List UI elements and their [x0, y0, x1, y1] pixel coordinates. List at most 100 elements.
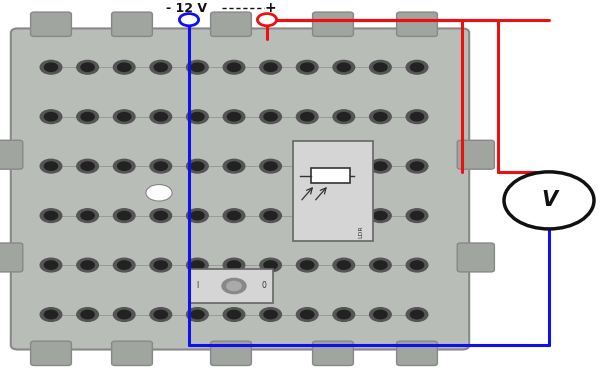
Circle shape [337, 113, 350, 121]
FancyBboxPatch shape [397, 341, 437, 365]
Circle shape [410, 113, 424, 121]
Circle shape [410, 211, 424, 220]
Circle shape [337, 63, 350, 72]
Circle shape [370, 110, 391, 124]
Circle shape [374, 162, 387, 170]
Circle shape [410, 162, 424, 170]
Circle shape [227, 310, 241, 319]
Circle shape [154, 211, 167, 220]
Circle shape [150, 308, 172, 321]
Circle shape [227, 162, 241, 170]
FancyBboxPatch shape [397, 12, 437, 36]
FancyBboxPatch shape [112, 341, 152, 365]
Circle shape [40, 110, 62, 124]
Circle shape [118, 63, 131, 72]
Circle shape [301, 113, 314, 121]
Circle shape [223, 159, 245, 173]
Circle shape [257, 14, 277, 26]
Circle shape [113, 61, 135, 74]
Circle shape [77, 209, 98, 223]
Circle shape [333, 110, 355, 124]
Circle shape [374, 261, 387, 269]
Circle shape [264, 310, 277, 319]
FancyBboxPatch shape [313, 12, 353, 36]
Circle shape [154, 261, 167, 269]
Circle shape [118, 261, 131, 269]
Circle shape [187, 209, 208, 223]
Circle shape [44, 63, 58, 72]
Circle shape [406, 110, 428, 124]
Circle shape [81, 162, 94, 170]
FancyBboxPatch shape [211, 12, 251, 36]
Circle shape [227, 63, 241, 72]
Circle shape [113, 159, 135, 173]
Circle shape [150, 209, 172, 223]
Circle shape [223, 209, 245, 223]
Circle shape [40, 159, 62, 173]
Circle shape [260, 159, 281, 173]
FancyBboxPatch shape [211, 341, 251, 365]
Circle shape [374, 310, 387, 319]
FancyBboxPatch shape [457, 243, 494, 272]
Circle shape [370, 61, 391, 74]
Circle shape [40, 209, 62, 223]
FancyBboxPatch shape [31, 341, 71, 365]
Circle shape [264, 63, 277, 72]
Circle shape [150, 258, 172, 272]
Circle shape [301, 63, 314, 72]
Circle shape [223, 61, 245, 74]
Circle shape [150, 159, 172, 173]
Circle shape [264, 162, 277, 170]
Circle shape [333, 159, 355, 173]
Circle shape [264, 113, 277, 121]
Circle shape [227, 261, 241, 269]
Circle shape [44, 162, 58, 170]
Circle shape [374, 63, 387, 72]
Text: LDR: LDR [359, 226, 364, 239]
Circle shape [260, 61, 281, 74]
Circle shape [179, 14, 199, 26]
Circle shape [337, 211, 350, 220]
Circle shape [150, 61, 172, 74]
Circle shape [44, 261, 58, 269]
Circle shape [264, 261, 277, 269]
Circle shape [264, 211, 277, 220]
Circle shape [118, 310, 131, 319]
Text: - 12 V: - 12 V [166, 2, 206, 15]
Bar [311, 169, 349, 183]
Circle shape [223, 110, 245, 124]
Circle shape [191, 310, 204, 319]
Circle shape [337, 162, 350, 170]
Circle shape [301, 310, 314, 319]
Circle shape [296, 61, 318, 74]
Circle shape [146, 185, 172, 201]
Circle shape [333, 308, 355, 321]
Circle shape [154, 162, 167, 170]
FancyBboxPatch shape [112, 12, 152, 36]
Circle shape [296, 258, 318, 272]
Circle shape [113, 110, 135, 124]
Circle shape [154, 310, 167, 319]
Circle shape [260, 209, 281, 223]
Circle shape [150, 110, 172, 124]
Circle shape [44, 310, 58, 319]
Circle shape [410, 261, 424, 269]
Circle shape [118, 211, 131, 220]
Circle shape [296, 159, 318, 173]
Circle shape [260, 110, 281, 124]
Circle shape [113, 308, 135, 321]
FancyBboxPatch shape [188, 269, 274, 303]
Circle shape [113, 209, 135, 223]
Circle shape [187, 258, 208, 272]
FancyBboxPatch shape [293, 141, 373, 241]
Circle shape [118, 162, 131, 170]
Circle shape [223, 308, 245, 321]
Circle shape [301, 211, 314, 220]
Circle shape [333, 209, 355, 223]
Circle shape [406, 308, 428, 321]
FancyBboxPatch shape [0, 243, 23, 272]
Circle shape [44, 211, 58, 220]
Circle shape [154, 113, 167, 121]
Circle shape [260, 258, 281, 272]
Circle shape [118, 113, 131, 121]
